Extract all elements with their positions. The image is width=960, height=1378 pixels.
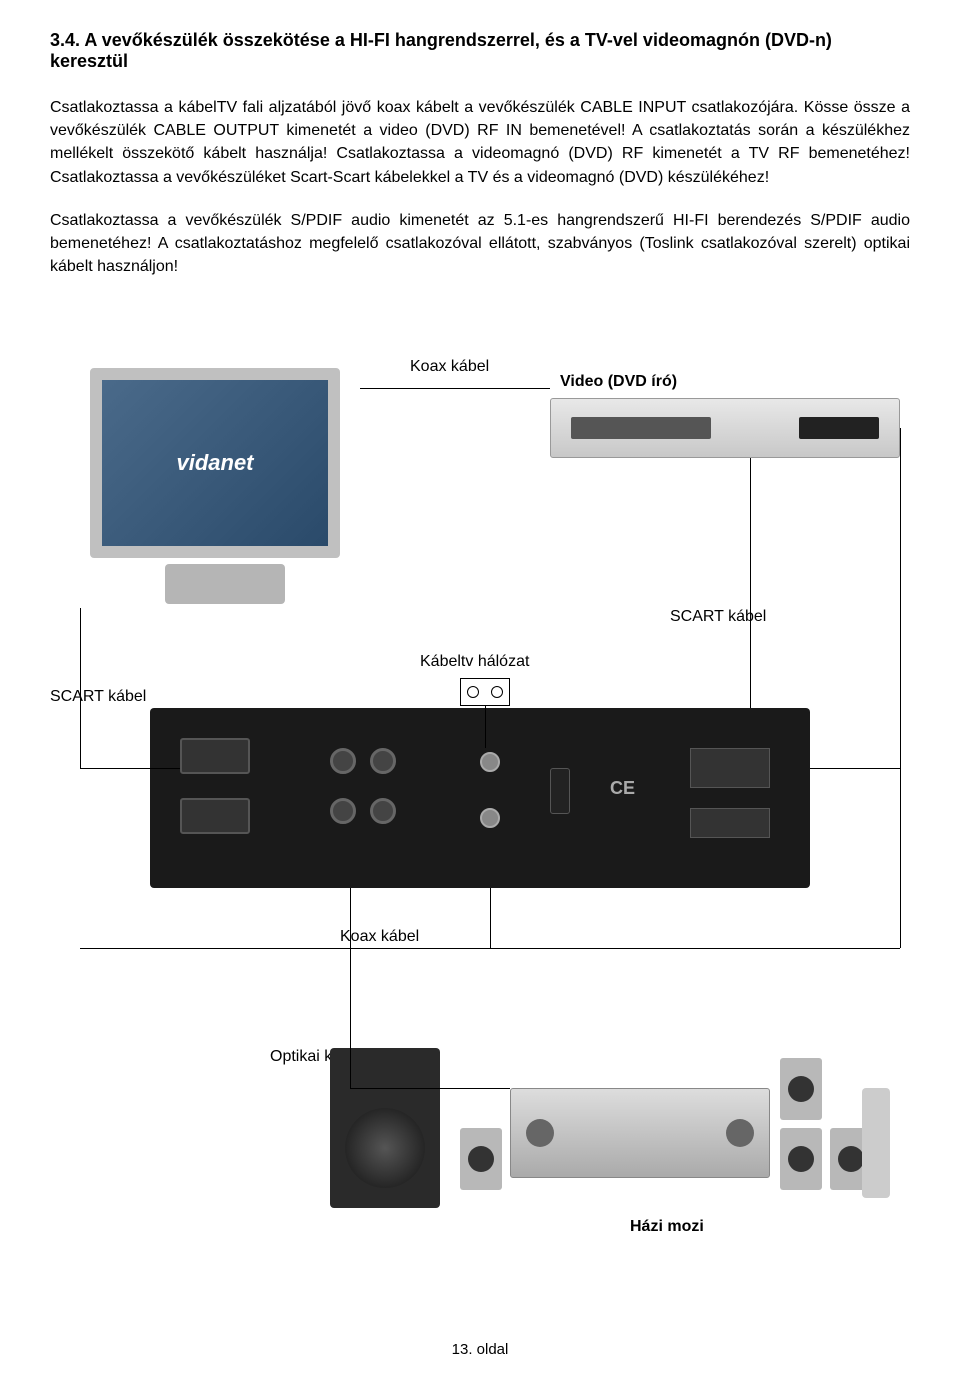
stb-ce-mark: CE xyxy=(610,778,635,799)
stb-coax-out xyxy=(480,808,500,828)
wire-optical-v xyxy=(350,888,351,1088)
stb-rating-plate xyxy=(690,748,770,788)
wire-dvd-right-h xyxy=(810,768,900,769)
label-koax-top: Koax kábel xyxy=(410,358,489,376)
satellite-speaker-2 xyxy=(780,1128,822,1190)
wire-koax-tv-dvd xyxy=(360,388,550,389)
page-footer: 13. oldal xyxy=(0,1341,960,1358)
tv-stand xyxy=(165,564,285,604)
label-hazimozi: Házi mozi xyxy=(630,1218,704,1236)
wire-scart-tv-h xyxy=(80,768,180,769)
stb-scart-1 xyxy=(180,738,250,774)
dvd-player xyxy=(550,398,900,458)
set-top-box-rear: CE xyxy=(150,708,810,888)
wall-outlet xyxy=(460,678,510,706)
vidanet-logo: vidanet xyxy=(176,450,253,476)
wire-koax-out-v2 xyxy=(900,458,901,948)
hifi-system xyxy=(330,1028,890,1208)
label-kabeltv: Kábeltv hálózat xyxy=(420,653,529,671)
stb-rca-1 xyxy=(330,748,356,774)
dvd-display xyxy=(799,417,879,439)
wire-koax-out-h xyxy=(80,948,900,949)
subwoofer xyxy=(330,1048,440,1208)
av-amplifier xyxy=(510,1088,770,1178)
label-video-dvd: Video (DVD író) xyxy=(560,373,677,391)
stb-power-switch xyxy=(550,768,570,814)
wire-scart-dvd-v xyxy=(750,458,751,708)
wire-koax-out-v xyxy=(490,888,491,948)
amp-knob-1 xyxy=(526,1119,554,1147)
hifi-remote xyxy=(862,1088,890,1198)
amp-knob-2 xyxy=(726,1119,754,1147)
satellite-speaker-1 xyxy=(460,1128,502,1190)
dvd-tray xyxy=(571,417,711,439)
stb-warning-plate xyxy=(690,808,770,838)
section-heading: 3.4. A vevőkészülék összekötése a HI-FI … xyxy=(50,30,910,72)
paragraph-1: Csatlakoztassa a kábelTV fali aljzatából… xyxy=(50,96,910,189)
stb-rca-2 xyxy=(370,748,396,774)
tv-screen: vidanet xyxy=(90,368,340,558)
stb-rca-4 xyxy=(370,798,396,824)
connection-diagram: vidanet Koax kábel Video (DVD író) SCART… xyxy=(50,308,910,1228)
stb-rca-3 xyxy=(330,798,356,824)
paragraph-2: Csatlakoztassa a vevőkészülék S/PDIF aud… xyxy=(50,209,910,279)
tv-monitor: vidanet xyxy=(90,368,360,608)
satellite-speaker-3 xyxy=(780,1058,822,1120)
wire-wall-stb xyxy=(485,706,486,748)
wire-scart-tv-v xyxy=(80,608,81,768)
label-koax-bottom: Koax kábel xyxy=(340,928,419,946)
label-scart-right: SCART kábel xyxy=(670,608,766,626)
label-scart-left: SCART kábel xyxy=(50,688,146,706)
stb-coax-in xyxy=(480,752,500,772)
subwoofer-driver xyxy=(345,1108,425,1188)
stb-scart-2 xyxy=(180,798,250,834)
wire-optical-h xyxy=(350,1088,510,1089)
